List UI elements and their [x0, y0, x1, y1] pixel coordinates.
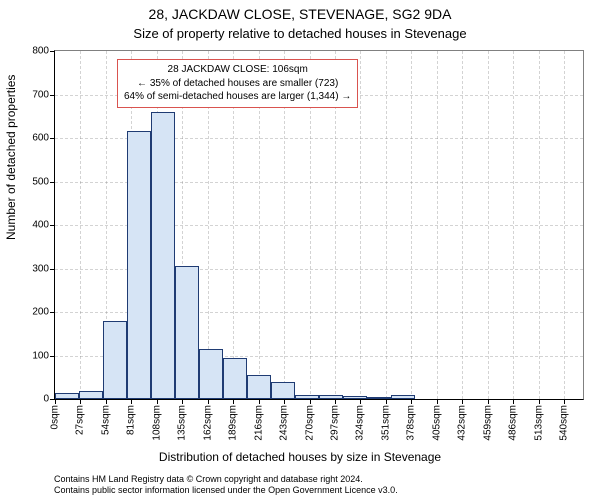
ytick-label: 100: [32, 350, 55, 361]
xtick-mark: [513, 399, 514, 404]
ytick-label: 800: [32, 46, 55, 57]
xtick-mark: [131, 399, 132, 404]
ytick-label: 0: [43, 394, 55, 405]
xtick-label: 297sqm: [330, 405, 341, 441]
ytick-label: 400: [32, 220, 55, 231]
histogram-bar: [175, 266, 199, 399]
xtick-mark: [233, 399, 234, 404]
xtick-mark: [55, 399, 56, 404]
histogram-bar: [79, 391, 103, 399]
xtick-label: 27sqm: [75, 405, 86, 435]
chart-title: 28, JACKDAW CLOSE, STEVENAGE, SG2 9DA: [0, 6, 600, 22]
xtick-label: 324sqm: [355, 405, 366, 441]
histogram-bar: [391, 395, 415, 399]
histogram-bar: [271, 382, 295, 399]
xtick-mark: [157, 399, 158, 404]
ytick-label: 500: [32, 176, 55, 187]
xtick-label: 432sqm: [457, 405, 468, 441]
x-axis-label: Distribution of detached houses by size …: [0, 450, 600, 464]
histogram-bar: [103, 321, 127, 399]
histogram-bar: [151, 112, 175, 399]
gridline-v: [462, 51, 463, 399]
gridline-v: [437, 51, 438, 399]
xtick-mark: [284, 399, 285, 404]
xtick-mark: [335, 399, 336, 404]
xtick-label: 216sqm: [253, 405, 264, 441]
chart-subtitle: Size of property relative to detached ho…: [0, 26, 600, 41]
histogram-bar: [247, 375, 271, 399]
ytick-label: 200: [32, 307, 55, 318]
xtick-mark: [564, 399, 565, 404]
y-axis-label: Number of detached properties: [4, 75, 18, 240]
xtick-label: 486sqm: [508, 405, 519, 441]
xtick-label: 135sqm: [177, 405, 188, 441]
xtick-label: 108sqm: [151, 405, 162, 441]
xtick-mark: [386, 399, 387, 404]
xtick-mark: [411, 399, 412, 404]
xtick-mark: [360, 399, 361, 404]
annotation-line-2: ← 35% of detached houses are smaller (72…: [124, 77, 351, 91]
xtick-label: 81sqm: [126, 405, 137, 435]
annotation-line-1: 28 JACKDAW CLOSE: 106sqm: [124, 63, 351, 77]
gridline-v: [539, 51, 540, 399]
ytick-label: 300: [32, 263, 55, 274]
gridline-v: [386, 51, 387, 399]
xtick-label: 351sqm: [380, 405, 391, 441]
xtick-label: 162sqm: [202, 405, 213, 441]
gridline-v: [360, 51, 361, 399]
xtick-mark: [488, 399, 489, 404]
xtick-label: 189sqm: [228, 405, 239, 441]
histogram-bar: [223, 358, 247, 399]
xtick-mark: [310, 399, 311, 404]
gridline-v: [564, 51, 565, 399]
xtick-label: 243sqm: [279, 405, 290, 441]
xtick-mark: [462, 399, 463, 404]
xtick-label: 270sqm: [304, 405, 315, 441]
plot-area: 01002003004005006007008000sqm27sqm54sqm8…: [54, 50, 584, 400]
chart-container: 28, JACKDAW CLOSE, STEVENAGE, SG2 9DA Si…: [0, 0, 600, 500]
histogram-bar: [295, 395, 319, 399]
histogram-bar: [55, 393, 79, 399]
xtick-label: 459sqm: [482, 405, 493, 441]
footer-attribution: Contains HM Land Registry data © Crown c…: [54, 474, 592, 497]
gridline-v: [411, 51, 412, 399]
footer-line-2: Contains public sector information licen…: [54, 485, 592, 496]
xtick-mark: [182, 399, 183, 404]
gridline-v: [488, 51, 489, 399]
histogram-bar: [343, 396, 367, 399]
xtick-mark: [208, 399, 209, 404]
xtick-mark: [437, 399, 438, 404]
annotation-box: 28 JACKDAW CLOSE: 106sqm ← 35% of detach…: [117, 59, 358, 108]
xtick-mark: [106, 399, 107, 404]
ytick-label: 600: [32, 133, 55, 144]
xtick-label: 540sqm: [559, 405, 570, 441]
xtick-label: 405sqm: [431, 405, 442, 441]
annotation-line-3: 64% of semi-detached houses are larger (…: [124, 90, 351, 104]
xtick-label: 513sqm: [533, 405, 544, 441]
xtick-label: 378sqm: [406, 405, 417, 441]
histogram-bar: [199, 349, 223, 399]
footer-line-1: Contains HM Land Registry data © Crown c…: [54, 474, 592, 485]
histogram-bar: [127, 131, 151, 399]
ytick-label: 700: [32, 89, 55, 100]
histogram-bar: [367, 397, 391, 399]
gridline-v: [80, 51, 81, 399]
xtick-label: 0sqm: [50, 405, 61, 429]
xtick-mark: [259, 399, 260, 404]
xtick-mark: [80, 399, 81, 404]
histogram-bar: [319, 395, 343, 399]
xtick-mark: [539, 399, 540, 404]
gridline-v: [513, 51, 514, 399]
xtick-label: 54sqm: [100, 405, 111, 435]
